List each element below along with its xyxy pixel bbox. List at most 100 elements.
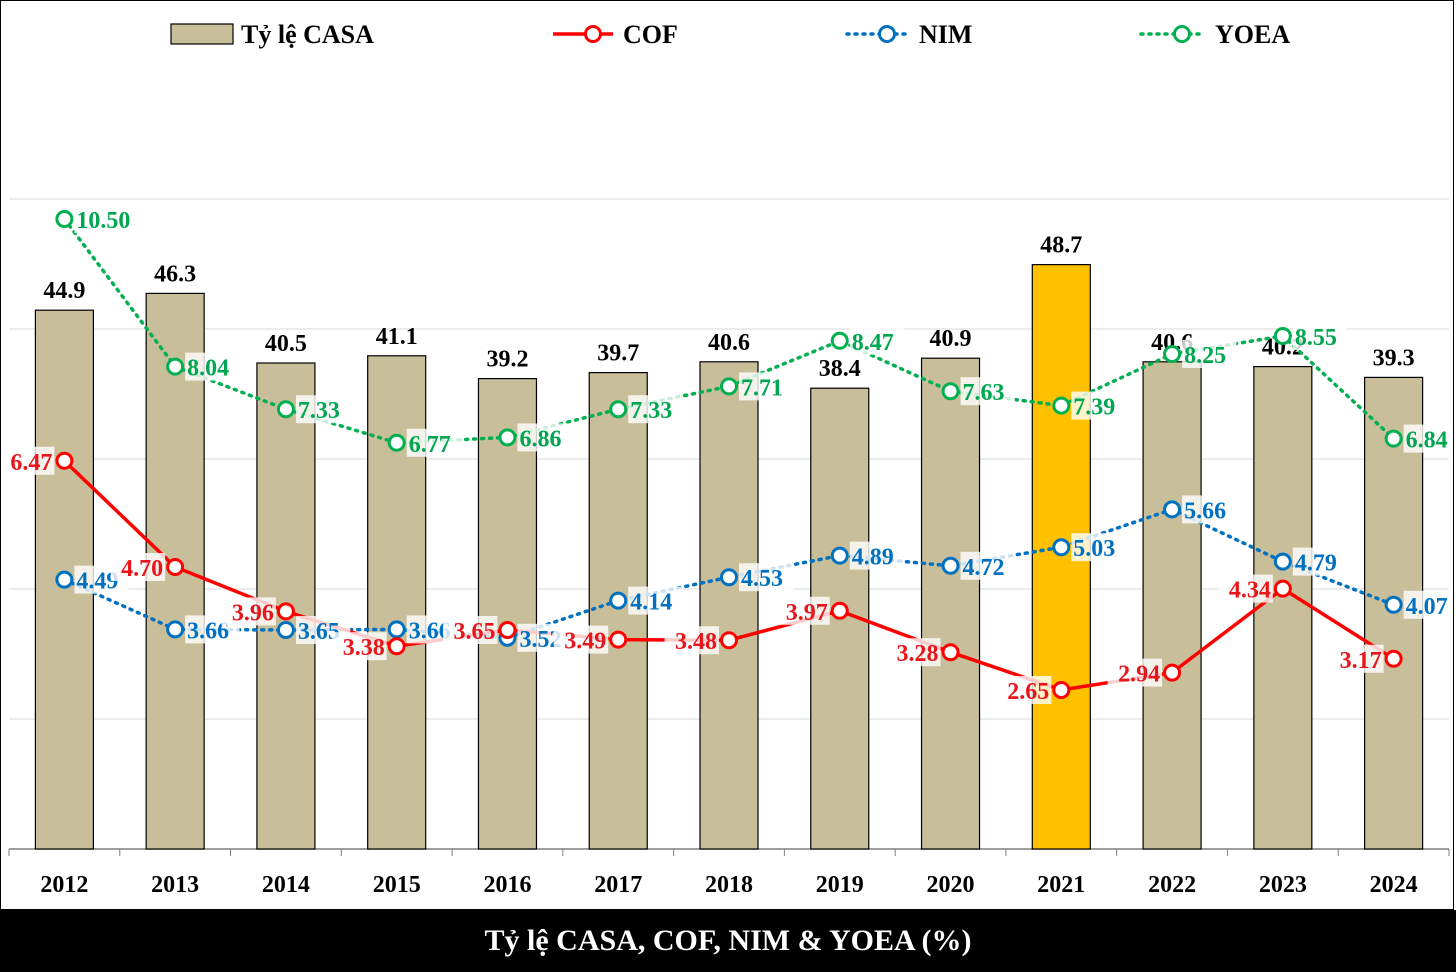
data-label-yoea: 7.71 xyxy=(741,375,783,401)
point-yoea xyxy=(1273,327,1292,345)
point-nim xyxy=(609,591,628,610)
legend-marker-yoea xyxy=(1173,25,1191,43)
data-label-cof: 3.96 xyxy=(232,600,274,626)
data-label-bg xyxy=(664,626,719,655)
data-label-bg xyxy=(1182,495,1237,524)
bar-label-casa: 38.4 xyxy=(819,356,861,382)
data-label-yoea: 7.33 xyxy=(298,398,340,424)
data-label-yoea: 10.50 xyxy=(76,208,130,234)
point-nim xyxy=(720,568,738,587)
chart-title: Tỷ lệ CASA, COF, NIM & YOEA (%) xyxy=(484,924,972,957)
data-label-cof: 3.17 xyxy=(1340,648,1382,674)
data-label-bg xyxy=(553,625,609,654)
x-tick-label: 2013 xyxy=(151,872,199,898)
data-label-bg xyxy=(739,372,794,401)
legend-swatch-casa xyxy=(170,23,234,45)
point-cof xyxy=(55,451,74,470)
point-yoea xyxy=(498,428,517,447)
bar-label-casa: 48.7 xyxy=(1040,233,1082,259)
legend-label-casa: Tỷ lệ CASA xyxy=(241,20,374,49)
data-label-bg xyxy=(1182,340,1237,368)
data-label-bg xyxy=(628,395,683,424)
point-nim xyxy=(387,620,406,639)
data-label-yoea: 8.04 xyxy=(187,356,229,382)
legend-label-cof: COF xyxy=(623,20,678,49)
point-yoea xyxy=(387,433,406,452)
bar-casa xyxy=(920,357,981,850)
point-cof xyxy=(1163,663,1182,682)
data-label-nim: 4.53 xyxy=(741,566,783,592)
data-label-cof: 3.97 xyxy=(786,600,828,626)
chart-frame: 44.9 46.3 40.5 41.1 39.2 39.7 40.6 38.4 40.9 48.7… xyxy=(0,0,1454,910)
data-label-bg xyxy=(1292,322,1348,350)
point-cof xyxy=(387,637,406,656)
data-label-bg xyxy=(332,632,387,661)
point-cof xyxy=(1052,681,1071,699)
data-label-bg xyxy=(110,553,166,581)
x-tick-label: 2017 xyxy=(594,872,642,898)
data-label-yoea: 8.25 xyxy=(1184,343,1226,369)
data-label-cof: 3.49 xyxy=(564,629,606,655)
point-nim xyxy=(830,546,849,565)
x-tick-label: 2019 xyxy=(816,872,864,898)
data-label-yoea: 7.39 xyxy=(1073,395,1115,421)
legend-marker-cof xyxy=(584,25,602,43)
point-nim xyxy=(55,570,74,589)
data-label-yoea: 6.84 xyxy=(1406,428,1448,454)
data-label-yoea: 7.33 xyxy=(630,398,672,424)
data-label-bg xyxy=(1107,658,1163,687)
data-label-bg xyxy=(1,446,55,475)
point-nim xyxy=(941,556,960,575)
bar-label-casa: 40.9 xyxy=(930,326,972,352)
legend-label-nim: NIM xyxy=(919,20,972,49)
data-label-bg xyxy=(849,541,905,570)
data-label-bg xyxy=(406,428,462,457)
x-tick-label: 2014 xyxy=(262,872,310,898)
data-label-cof: 2.65 xyxy=(1007,679,1049,705)
point-nim xyxy=(166,620,185,639)
data-label-bg xyxy=(775,596,830,625)
data-label-yoea: 6.86 xyxy=(519,426,561,452)
chart-svg: 44.9 46.3 40.5 41.1 39.2 39.7 40.6 38.4 40.9 48.7… xyxy=(1,20,1453,898)
data-label-bg xyxy=(1292,547,1348,576)
data-label-nim: 5.66 xyxy=(1184,498,1226,524)
x-tick-label: 2015 xyxy=(373,872,421,898)
x-tick-label: 2018 xyxy=(705,872,753,898)
data-label-nim: 4.07 xyxy=(1406,594,1448,620)
data-label-cof: 3.65 xyxy=(453,619,495,645)
data-label-nim: 4.14 xyxy=(630,590,672,616)
data-label-bg xyxy=(1071,533,1126,562)
bar-label-casa: 39.7 xyxy=(597,341,639,367)
data-label-cof: 3.28 xyxy=(897,641,939,667)
data-label-bg xyxy=(221,597,276,626)
point-yoea xyxy=(830,331,849,350)
data-label-bg xyxy=(185,352,240,381)
point-yoea xyxy=(720,377,738,396)
x-tick-label: 2024 xyxy=(1370,872,1418,898)
data-label-yoea: 8.47 xyxy=(852,330,894,356)
data-label-nim: 4.79 xyxy=(1295,551,1337,577)
data-label-cof: 4.34 xyxy=(1229,578,1271,604)
point-cof xyxy=(830,601,849,620)
bar-casa xyxy=(477,378,538,850)
point-nim xyxy=(276,621,295,639)
data-label-yoea: 6.77 xyxy=(409,432,451,458)
bar-label-casa: 46.3 xyxy=(154,261,196,287)
data-label-yoea: 7.63 xyxy=(963,380,1005,406)
data-label-bg xyxy=(295,395,351,424)
point-yoea xyxy=(1052,396,1071,415)
data-label-nim: 5.03 xyxy=(1073,536,1115,562)
point-nim xyxy=(1052,538,1071,557)
data-label-cof: 3.38 xyxy=(343,635,385,661)
point-yoea xyxy=(276,400,295,419)
point-yoea xyxy=(1163,345,1182,363)
data-label-bg xyxy=(739,563,794,592)
point-yoea xyxy=(1384,429,1403,448)
point-yoea xyxy=(941,382,960,401)
legend-marker-nim xyxy=(878,25,896,43)
legend-label-yoea: YOEA xyxy=(1215,20,1290,49)
x-tick-label: 2020 xyxy=(927,872,975,898)
data-label-bg xyxy=(628,586,683,615)
x-tick-label: 2021 xyxy=(1037,872,1085,898)
bar-casa xyxy=(1142,361,1202,850)
